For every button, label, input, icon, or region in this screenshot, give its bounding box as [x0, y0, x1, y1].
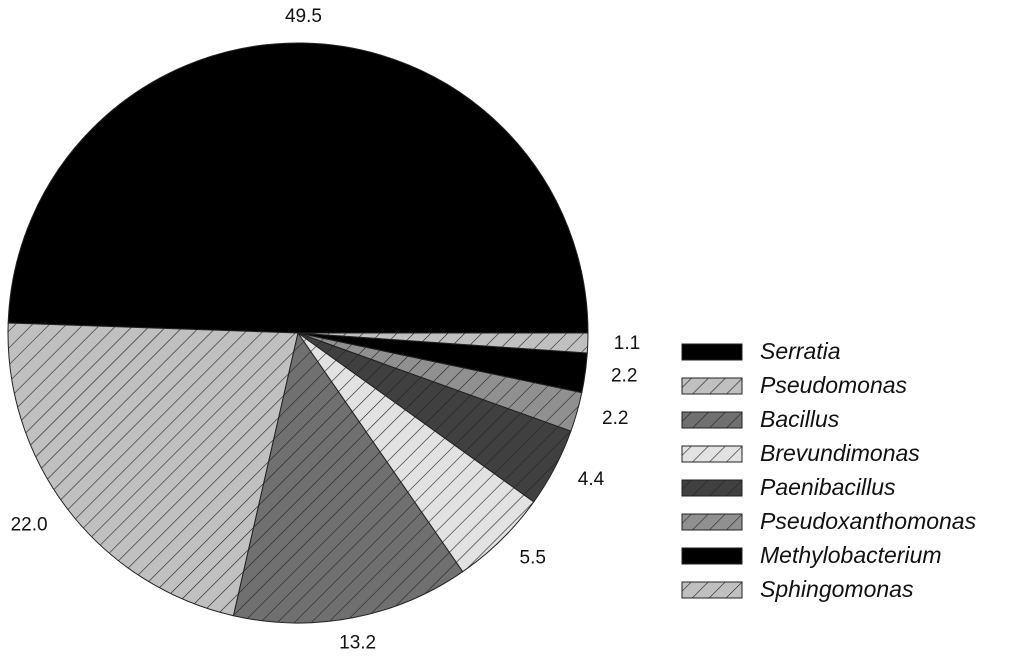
data-label: 1.1: [614, 333, 640, 354]
legend-swatch: [681, 411, 743, 429]
legend-swatch: [681, 581, 743, 599]
legend-swatch: [681, 547, 743, 565]
data-label: 49.5: [285, 6, 322, 27]
legend-label: Brevundimonas: [760, 440, 920, 466]
legend-label: Paenibacillus: [760, 474, 896, 500]
legend-label: Pseudomonas: [760, 372, 908, 398]
legend-label: Serratia: [760, 338, 841, 364]
legend-swatch: [681, 377, 743, 395]
pie-slice: [297, 332, 589, 354]
legend-swatch: [681, 343, 743, 361]
data-label: 13.2: [339, 632, 376, 653]
data-label: 4.4: [578, 469, 605, 490]
data-label: 5.5: [520, 547, 546, 568]
legend-label: Bacillus: [760, 406, 840, 432]
legend-label: Pseudoxanthomonas: [760, 508, 977, 534]
data-label: 22.0: [11, 515, 48, 536]
legend-swatch: [681, 445, 743, 463]
legend-swatch: [681, 479, 743, 497]
legend-label: Sphingomonas: [760, 576, 914, 602]
pie-slice: [7, 322, 299, 617]
data-label: 2.2: [611, 366, 637, 387]
data-label: 2.2: [602, 408, 628, 429]
legend-swatch: [681, 513, 743, 531]
pie-slice: [232, 331, 464, 624]
legend-label: Methylobacterium: [760, 542, 942, 568]
pie-slice: [7, 42, 589, 334]
